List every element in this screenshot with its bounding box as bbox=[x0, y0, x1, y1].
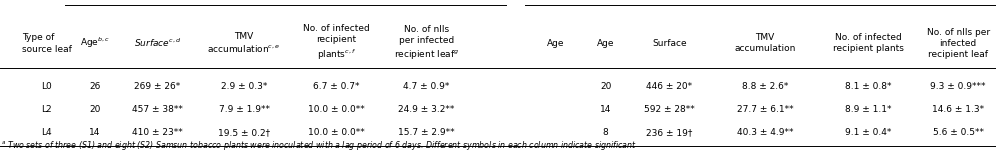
Text: Age: Age bbox=[547, 39, 565, 48]
Text: 9.1 ± 0.4*: 9.1 ± 0.4* bbox=[846, 128, 891, 137]
Text: No. of nlls per
infected
recipient leaf: No. of nlls per infected recipient leaf bbox=[926, 28, 990, 59]
Text: No. of infected
recipient plants: No. of infected recipient plants bbox=[833, 33, 904, 53]
Text: $^{a}$ Two sets of three (S1) and eight (S2) Samsun tobacco plants were inoculat: $^{a}$ Two sets of three (S1) and eight … bbox=[1, 140, 637, 152]
Text: 446 ± 20*: 446 ± 20* bbox=[646, 82, 692, 91]
Text: 5.6 ± 0.5**: 5.6 ± 0.5** bbox=[932, 128, 984, 137]
Text: 9.3 ± 0.9***: 9.3 ± 0.9*** bbox=[930, 82, 986, 91]
Text: Surface: Surface bbox=[652, 39, 686, 48]
Text: 457 ± 38**: 457 ± 38** bbox=[131, 105, 183, 114]
Text: 40.3 ± 4.9**: 40.3 ± 4.9** bbox=[737, 128, 793, 137]
Text: 14: 14 bbox=[600, 105, 612, 114]
Text: 24.9 ± 3.2**: 24.9 ± 3.2** bbox=[398, 105, 454, 114]
Text: 15.7 ± 2.9**: 15.7 ± 2.9** bbox=[398, 128, 454, 137]
Text: 20: 20 bbox=[89, 105, 101, 114]
Text: 2.9 ± 0.3*: 2.9 ± 0.3* bbox=[221, 82, 267, 91]
Text: L4: L4 bbox=[42, 128, 52, 137]
Text: 269 ± 26*: 269 ± 26* bbox=[134, 82, 180, 91]
Text: 14.6 ± 1.3*: 14.6 ± 1.3* bbox=[932, 105, 984, 114]
Text: 7.9 ± 1.9**: 7.9 ± 1.9** bbox=[218, 105, 270, 114]
Text: No. of nlls
per infected
recipient leaf$^{g}$: No. of nlls per infected recipient leaf$… bbox=[393, 25, 459, 61]
Text: 8.9 ± 1.1*: 8.9 ± 1.1* bbox=[846, 105, 891, 114]
Text: 26: 26 bbox=[89, 82, 101, 91]
Text: 19.5 ± 0.2†: 19.5 ± 0.2† bbox=[218, 128, 270, 137]
Text: 592 ± 28**: 592 ± 28** bbox=[644, 105, 694, 114]
Text: 10.0 ± 0.0**: 10.0 ± 0.0** bbox=[309, 105, 365, 114]
Text: Age: Age bbox=[597, 39, 615, 48]
Text: 410 ± 23**: 410 ± 23** bbox=[132, 128, 182, 137]
Text: 8: 8 bbox=[603, 128, 609, 137]
Text: TMV
accumulation: TMV accumulation bbox=[734, 33, 796, 53]
Text: Type of
source leaf: Type of source leaf bbox=[22, 33, 72, 54]
Text: L0: L0 bbox=[42, 82, 52, 91]
Text: 236 ± 19†: 236 ± 19† bbox=[646, 128, 692, 137]
Text: 27.7 ± 6.1**: 27.7 ± 6.1** bbox=[737, 105, 793, 114]
Text: 6.7 ± 0.7*: 6.7 ± 0.7* bbox=[314, 82, 360, 91]
Text: L2: L2 bbox=[42, 105, 52, 114]
Text: 8.1 ± 0.8*: 8.1 ± 0.8* bbox=[846, 82, 891, 91]
Text: 4.7 ± 0.9*: 4.7 ± 0.9* bbox=[403, 82, 449, 91]
Text: TMV
accumulation$^{c,e}$: TMV accumulation$^{c,e}$ bbox=[207, 32, 281, 55]
Text: 8.8 ± 2.6*: 8.8 ± 2.6* bbox=[742, 82, 788, 91]
Text: $Surface^{c,d}$: $Surface^{c,d}$ bbox=[133, 37, 181, 49]
Text: No. of infected
recipient
plants$^{c,f}$: No. of infected recipient plants$^{c,f}$ bbox=[303, 24, 371, 62]
Text: 20: 20 bbox=[600, 82, 612, 91]
Text: 14: 14 bbox=[89, 128, 101, 137]
Text: Age$^{b,c}$: Age$^{b,c}$ bbox=[80, 36, 110, 50]
Text: 10.0 ± 0.0**: 10.0 ± 0.0** bbox=[309, 128, 365, 137]
